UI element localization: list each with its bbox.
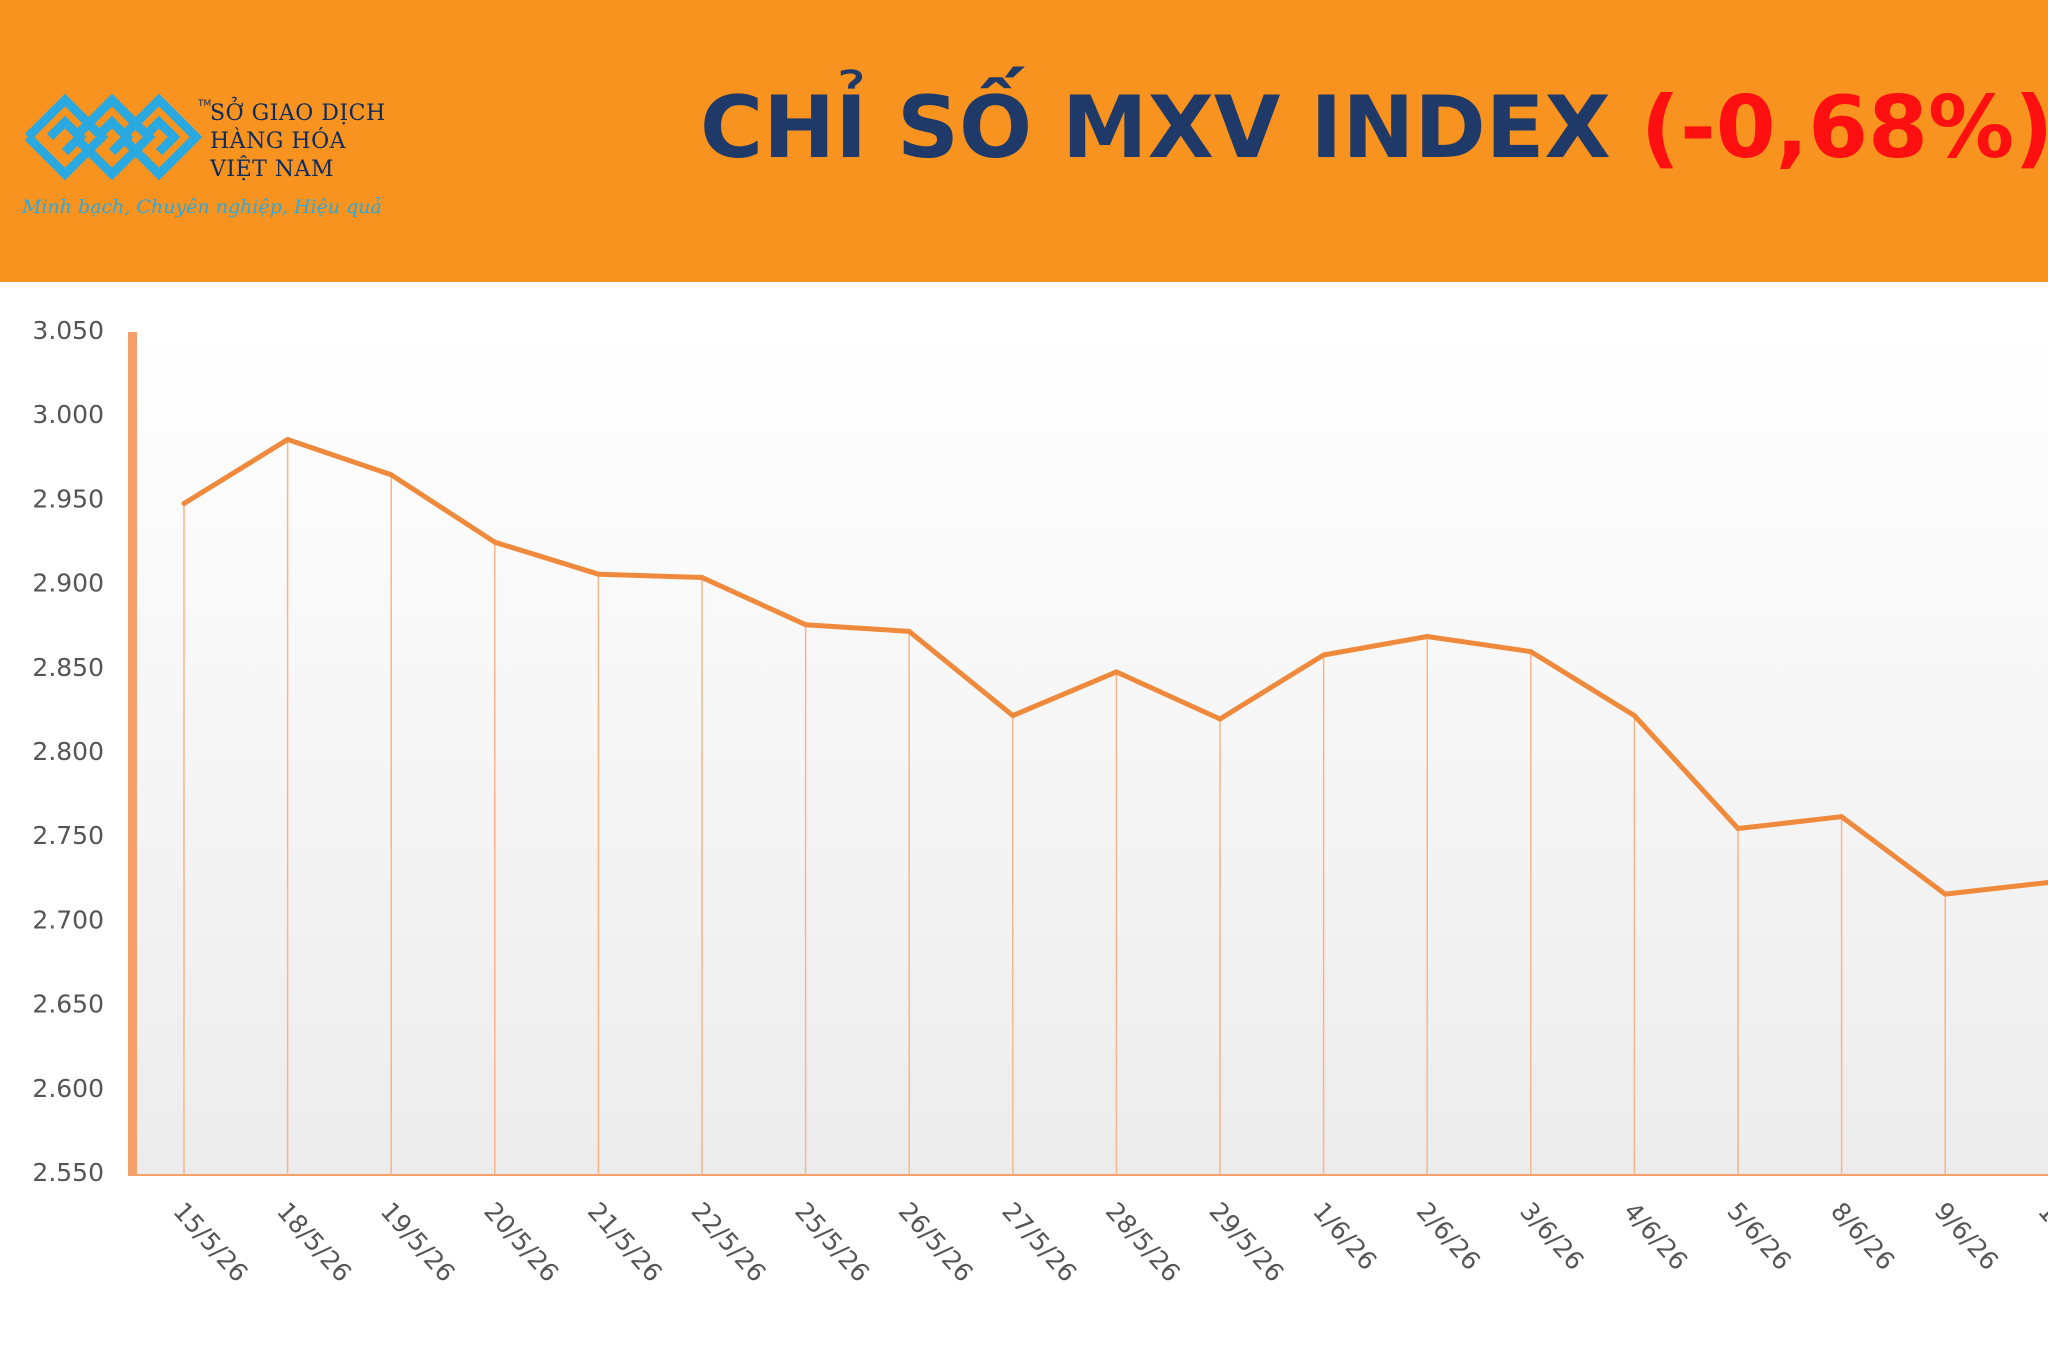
y-tick-label: 2.600 bbox=[32, 1074, 104, 1103]
x-tick-label: 8/6/26 bbox=[1825, 1197, 1900, 1276]
data-point bbox=[1321, 652, 1327, 658]
mxv-logo-icon: TM bbox=[24, 93, 211, 181]
x-tick-label: 27/5/26 bbox=[996, 1197, 1082, 1288]
data-point bbox=[1113, 669, 1119, 675]
data-point bbox=[388, 472, 394, 478]
org-name-line2: HÀNG HÓA bbox=[210, 129, 346, 154]
x-tick-label: 21/5/26 bbox=[582, 1197, 668, 1288]
x-tick-label: 25/5/26 bbox=[789, 1197, 875, 1288]
data-point bbox=[492, 539, 498, 545]
x-tick-label: 5/6/26 bbox=[1722, 1197, 1797, 1276]
data-point bbox=[1839, 814, 1845, 820]
data-point bbox=[803, 622, 809, 628]
x-tick-label: 15/5/26 bbox=[168, 1197, 254, 1288]
x-tick-label: 4/6/26 bbox=[1618, 1197, 1693, 1276]
data-point bbox=[1528, 649, 1534, 655]
header-banner: TM SỞ GIAO DỊCH HÀNG HÓA VIỆT NAM Minh b… bbox=[0, 0, 2048, 282]
y-tick-label: 2.650 bbox=[32, 990, 104, 1019]
page-title: CHỈ SỐ MXV INDEX (-0,68%) bbox=[700, 78, 2048, 178]
org-name-line3: VIỆT NAM bbox=[210, 157, 334, 182]
y-tick-label: 2.900 bbox=[32, 569, 104, 598]
data-point bbox=[285, 436, 291, 442]
x-tick-label: 28/5/26 bbox=[1100, 1197, 1186, 1288]
y-axis-bar bbox=[128, 332, 137, 1176]
x-tick-label: 1/6/26 bbox=[1307, 1197, 1382, 1276]
data-point bbox=[699, 575, 705, 581]
svg-text:TM: TM bbox=[197, 99, 211, 109]
x-tick-label: 26/5/26 bbox=[893, 1197, 979, 1288]
x-tick-label: 19/5/26 bbox=[375, 1197, 461, 1288]
x-tick-label: 18/5/26 bbox=[271, 1197, 357, 1288]
data-point bbox=[1010, 713, 1016, 719]
data-point bbox=[1217, 716, 1223, 722]
x-tick-label: 29/5/26 bbox=[1204, 1197, 1290, 1288]
data-point bbox=[1942, 891, 1948, 897]
chart-area: 2.550 2.600 2.650 2.700 2.750 2.800 2.850 2.900… bbox=[0, 282, 2048, 1366]
data-point bbox=[595, 571, 601, 577]
org-name-line1: SỞ GIAO DỊCH bbox=[210, 101, 386, 126]
y-tick-label: 3.050 bbox=[32, 316, 104, 345]
x-tick-label: 22/5/26 bbox=[686, 1197, 772, 1288]
y-tick-label: 3.000 bbox=[32, 400, 104, 429]
y-tick-label: 2.800 bbox=[32, 737, 104, 766]
plot-background bbox=[132, 332, 2048, 1174]
data-point bbox=[1424, 633, 1430, 639]
change-percent: (-0,68%) bbox=[1640, 78, 2048, 178]
x-tick-label: 2/6/26 bbox=[1411, 1197, 1486, 1276]
data-point bbox=[1631, 713, 1637, 719]
x-tick-label: 20/5/26 bbox=[478, 1197, 564, 1288]
data-point bbox=[181, 500, 187, 506]
x-tick-label: 3/6/26 bbox=[1514, 1197, 1589, 1276]
data-point bbox=[1735, 825, 1741, 831]
slogan: Minh bạch, Chuyên nghiệp, Hiệu quả bbox=[22, 196, 382, 218]
y-tick-label: 2.550 bbox=[32, 1158, 104, 1187]
y-tick-label: 2.700 bbox=[32, 905, 104, 934]
line-chart: 2.550 2.600 2.650 2.700 2.750 2.800 2.850 2.900… bbox=[32, 316, 2048, 1288]
y-tick-label: 2.950 bbox=[32, 484, 104, 513]
y-tick-label: 2.750 bbox=[32, 821, 104, 850]
org-name: SỞ GIAO DỊCH HÀNG HÓA VIỆT NAM bbox=[210, 100, 386, 184]
data-point bbox=[906, 628, 912, 634]
y-tick-label: 2.850 bbox=[32, 653, 104, 682]
title-text: CHỈ SỐ MXV INDEX bbox=[700, 78, 1611, 178]
x-tick-label: 9/6/26 bbox=[1929, 1197, 2004, 1276]
x-tick-label: 10/6/26 bbox=[2032, 1197, 2048, 1288]
